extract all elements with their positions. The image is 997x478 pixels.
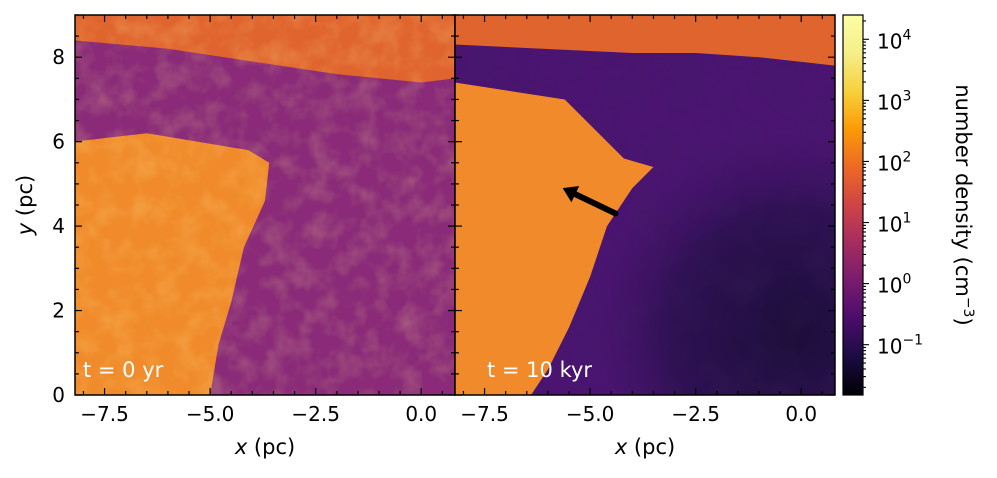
colorbar-tick-label: 100 <box>877 272 911 298</box>
panel-t10kyr: −7.5 −5.0 −2.5 0.0 t = 10 kyr <box>454 14 836 426</box>
panel-t0-x-ticks: −7.5 −5.0 −2.5 0.0 <box>80 15 443 426</box>
colorbar-gradient <box>842 14 864 396</box>
colorbar-tick-label: 101 <box>877 211 911 237</box>
panel-t10kyr-dense-region <box>455 82 654 395</box>
colorbar-tick-label: 104 <box>877 27 911 53</box>
y-tick-label: 8 <box>52 45 65 69</box>
panel-t10kyr-y-ticks <box>455 14 835 396</box>
x-tick-label: −5.0 <box>186 402 235 426</box>
x-tick-label: 0.0 <box>785 402 817 426</box>
x-tick-label: −7.5 <box>460 402 509 426</box>
y-tick-label: 0 <box>52 383 65 407</box>
panel-t0-ylabel: y (pc) <box>13 175 37 236</box>
y-tick-label: 4 <box>52 214 65 238</box>
panel-t10kyr-x-ticks: −7.5 −5.0 −2.5 0.0 <box>460 15 823 426</box>
x-tick-label: −2.5 <box>291 402 340 426</box>
colorbar-ticks: 10−1 100 101 102 103 104 <box>863 20 923 388</box>
x-tick-label: −7.5 <box>80 402 129 426</box>
panel-t0-label: t = 0 yr <box>83 358 164 382</box>
y-tick-label: 2 <box>52 299 65 323</box>
panel-t10kyr-xlabel: x (pc) <box>614 435 675 459</box>
colorbar-label: number density (cm−3) <box>951 84 976 325</box>
x-tick-label: −2.5 <box>671 402 720 426</box>
panel-t10kyr-top-band <box>455 15 835 66</box>
panel-t0: −7.5 −5.0 −2.5 0.0 0 2 4 6 8 t = 0 yr <box>52 14 456 426</box>
panel-t0-texture <box>75 15 455 395</box>
panel-t0-xlabel: x (pc) <box>234 435 295 459</box>
panel-t10kyr-label: t = 10 kyr <box>487 358 592 382</box>
arrow-shaft <box>572 191 619 217</box>
x-tick-label: 0.0 <box>405 402 437 426</box>
colorbar: 10−1 100 101 102 103 104 number density (cm−3… <box>842 14 976 396</box>
x-tick-label: −5.0 <box>566 402 615 426</box>
colorbar-tick-label: 102 <box>877 149 911 175</box>
colorbar-tick-label: 10−1 <box>877 333 923 359</box>
colorbar-tick-label: 103 <box>877 88 911 114</box>
y-tick-label: 6 <box>52 130 65 154</box>
arrow-head <box>562 186 580 203</box>
